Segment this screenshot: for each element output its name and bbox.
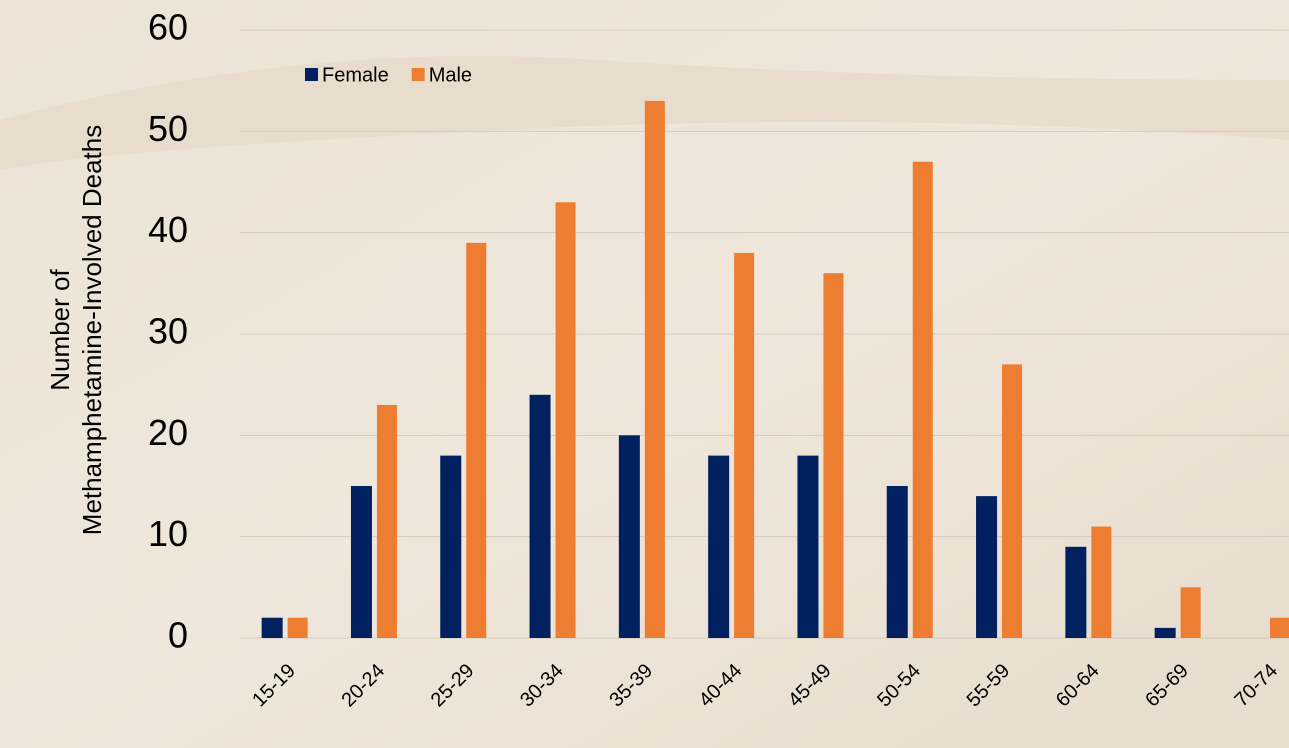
- y-label-line: Methamphetamine-Involved Deaths: [77, 125, 107, 535]
- bar: [350, 486, 372, 638]
- y-tick-label: 60: [148, 7, 188, 48]
- bar: [912, 161, 933, 638]
- legend: Female Male: [305, 64, 472, 86]
- y-tick-label: 30: [148, 311, 188, 352]
- bar: [976, 496, 998, 638]
- bar: [1154, 627, 1176, 638]
- bar: [1002, 364, 1023, 638]
- bar: [287, 617, 308, 638]
- bar: [797, 455, 819, 638]
- background-texture: [0, 56, 1289, 170]
- y-tick-label: 40: [148, 209, 188, 250]
- y-tick-label: 0: [168, 615, 188, 656]
- y-tick-label: 50: [148, 108, 188, 149]
- bar: [1180, 587, 1201, 638]
- bar: [644, 100, 665, 638]
- bar: [886, 486, 908, 638]
- bar: [466, 242, 487, 639]
- y-tick-label: 20: [148, 412, 188, 453]
- bar: [440, 455, 462, 638]
- bar: [734, 252, 755, 638]
- bar: [1269, 617, 1289, 638]
- legend-swatch: [305, 68, 318, 81]
- bar: [708, 455, 730, 638]
- y-label-line: Number of: [45, 269, 75, 391]
- y-tick-label: 10: [148, 513, 188, 554]
- bar: [529, 394, 551, 638]
- bar: [261, 617, 283, 638]
- legend-label: Male: [429, 64, 472, 86]
- bar: [1091, 526, 1112, 638]
- bar: [823, 273, 844, 638]
- y-axis-label: Number of Methamphetamine-Involved Death…: [45, 125, 107, 535]
- bar: [555, 202, 576, 638]
- bar: [618, 435, 640, 638]
- legend-swatch: [411, 68, 425, 81]
- bar: [376, 404, 397, 638]
- legend-label: Female: [322, 64, 389, 86]
- bar: [1065, 546, 1087, 638]
